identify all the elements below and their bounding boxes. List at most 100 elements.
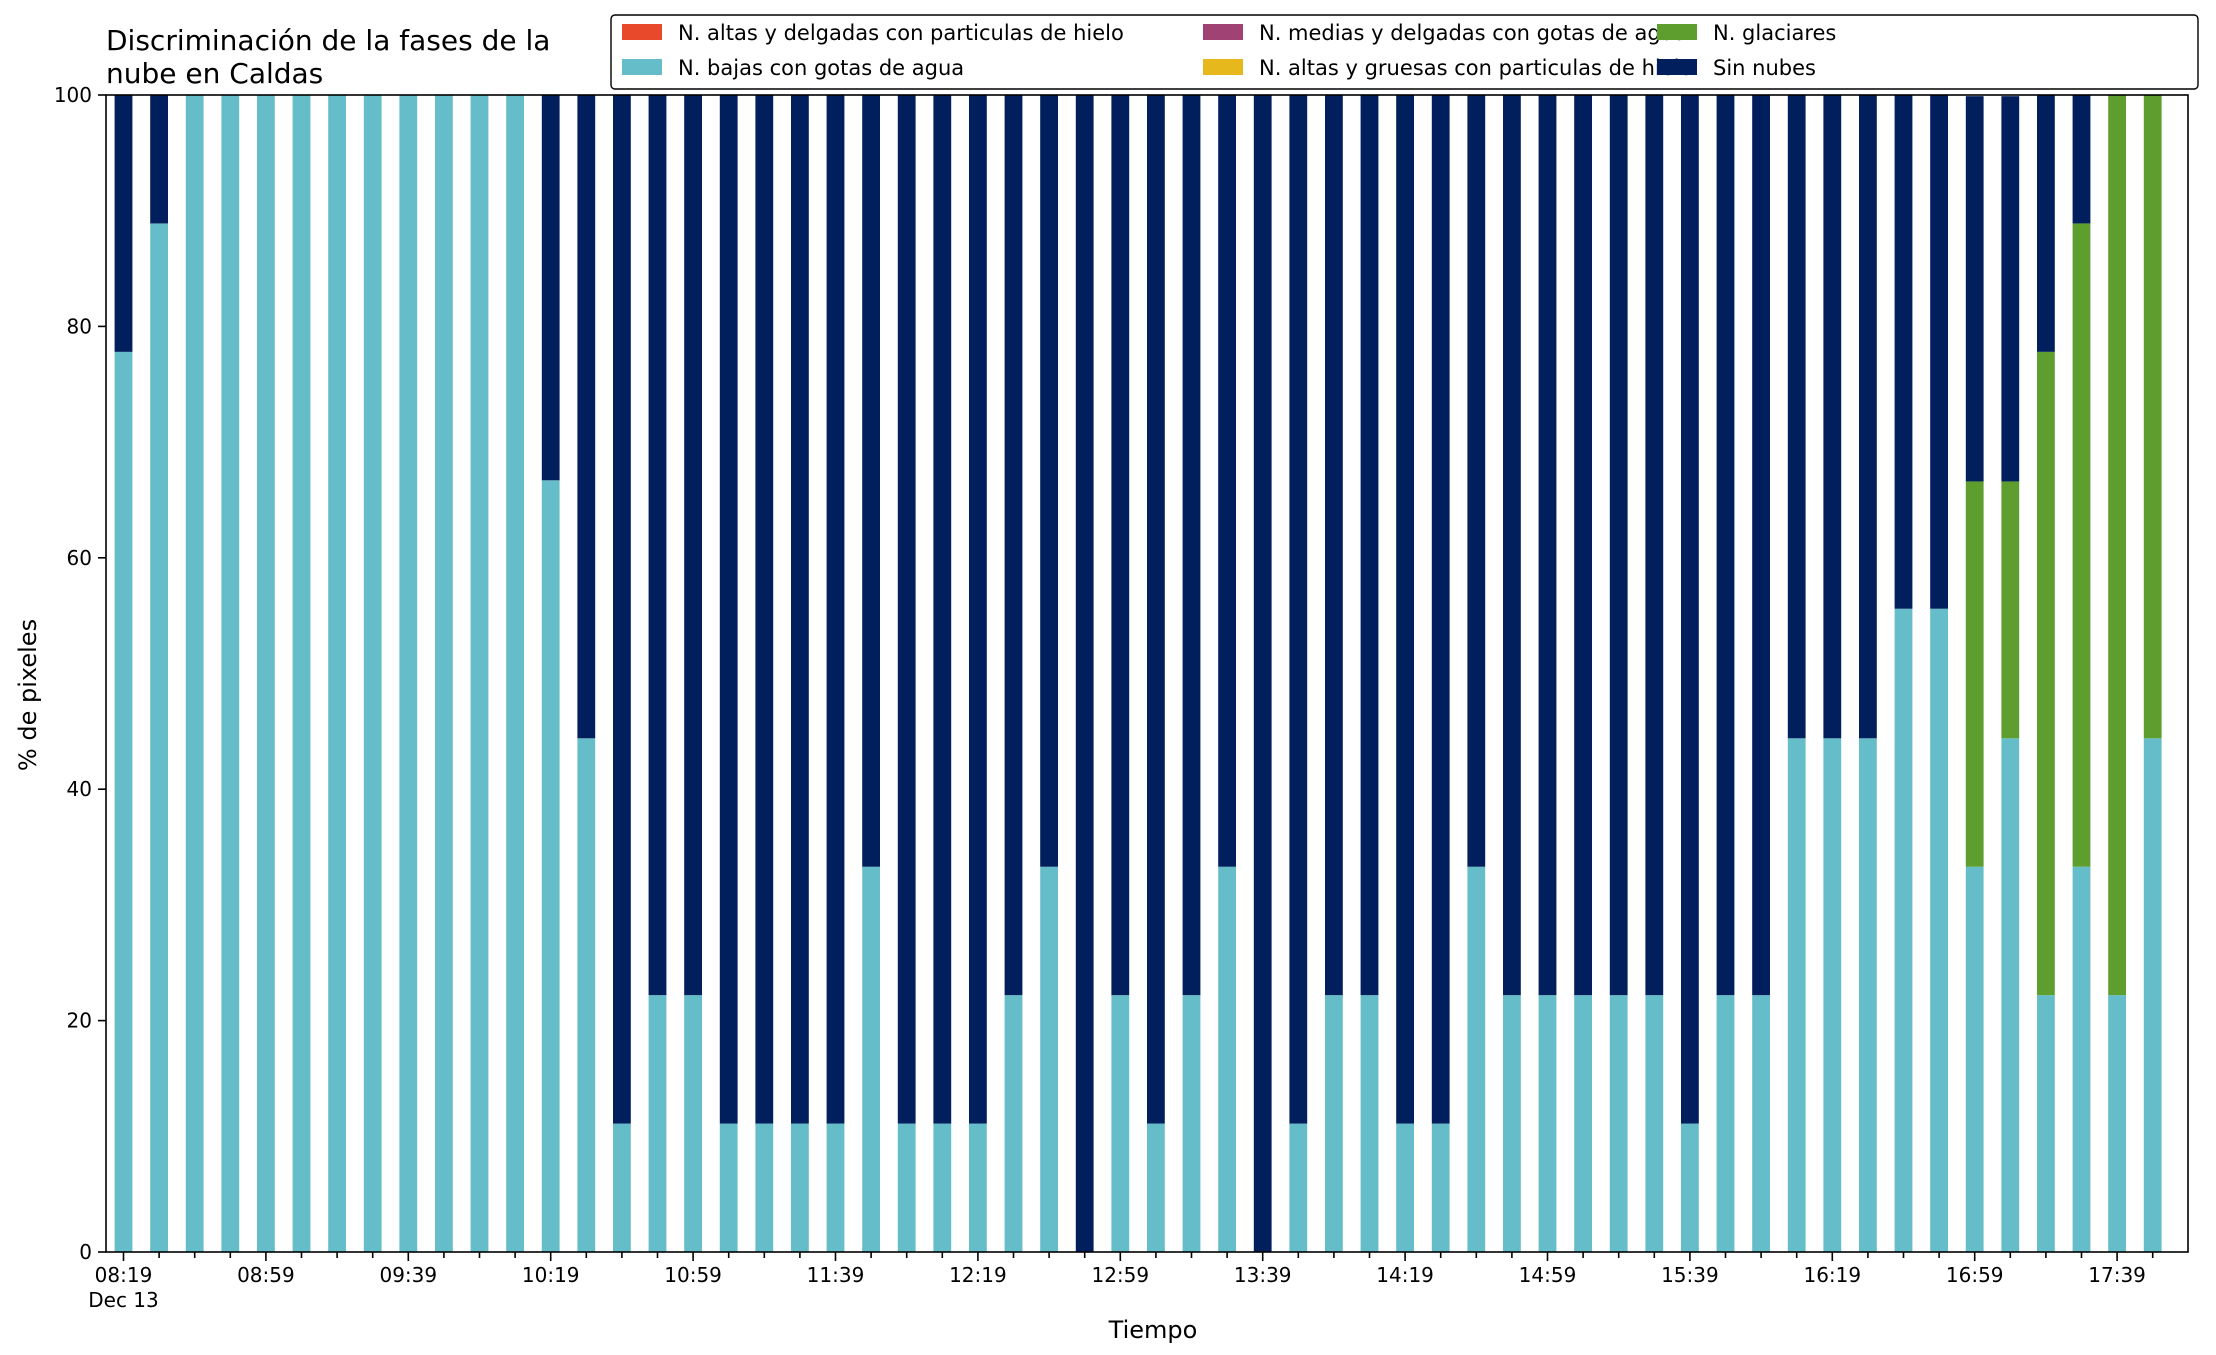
bar-segment	[1787, 738, 1806, 1252]
bar-segment	[1004, 95, 1023, 996]
y-tick-label: 20	[67, 1009, 92, 1033]
bar-segment	[684, 995, 702, 1252]
bar-segment	[1075, 95, 1094, 1252]
bar-segment	[399, 95, 418, 1252]
x-tick-label: 15:39	[1661, 1263, 1719, 1287]
bar-segment	[1325, 95, 1343, 996]
bar-segment	[1823, 738, 1842, 1252]
bar-segment	[969, 95, 987, 1124]
bar-segment	[257, 95, 275, 1252]
bar-segment	[541, 480, 560, 1252]
bar-segment	[328, 95, 346, 1252]
bar-segment	[2001, 481, 2020, 739]
x-tick-label: 10:19	[522, 1263, 580, 1287]
legend-box	[610, 14, 2199, 90]
bar-segment	[577, 738, 596, 1252]
bar-segment	[1930, 95, 1948, 609]
bar-segment	[1752, 95, 1770, 996]
bar-segment	[1360, 995, 1379, 1252]
bar-segment	[292, 95, 311, 1252]
bar-segment	[150, 95, 168, 224]
bar-segment	[1574, 95, 1592, 996]
bar-segment	[1859, 95, 1877, 739]
x-axis-label: Tiempo	[1108, 1316, 1198, 1344]
bar-segment	[114, 95, 133, 352]
legend-label: Sin nubes	[1713, 56, 1816, 80]
bar-segment	[221, 95, 240, 1252]
chart-title: Discriminación de la fases de la nube en…	[106, 24, 559, 90]
bar-segment	[1467, 95, 1486, 867]
bar-segment	[2143, 95, 2162, 739]
bar-segment	[2143, 738, 2162, 1252]
bar-segment	[648, 95, 667, 996]
legend-label: N. altas y gruesas con particulas de hie…	[1259, 56, 1692, 80]
bar-segment	[1218, 866, 1236, 1252]
bar-segment	[897, 95, 916, 1124]
plot-frame	[105, 94, 2189, 1253]
bar-segment	[1894, 608, 1913, 1252]
chart-title-line-2: nube en Caldas	[106, 57, 323, 90]
legend-label: N. glaciares	[1713, 21, 1836, 45]
bar-segment	[933, 95, 952, 1124]
y-tick-label: 80	[67, 314, 92, 338]
x-tick-label: 12:19	[949, 1263, 1007, 1287]
bar-segment	[648, 995, 667, 1252]
bar-segment	[862, 866, 880, 1252]
bar-segment	[719, 95, 738, 1124]
x-tick-label: 13:39	[1234, 1263, 1292, 1287]
bar-segment	[1218, 95, 1236, 867]
bar-segment	[2037, 351, 2055, 996]
bar-segment	[1111, 995, 1130, 1252]
bar-segment	[1503, 95, 1521, 996]
bar-segment	[755, 95, 774, 1124]
bar-segment	[1325, 995, 1343, 1252]
legend-swatch	[1203, 59, 1243, 75]
x-tick-label: 16:59	[1946, 1263, 2004, 1287]
x-tick-label: 12:59	[1091, 1263, 1149, 1287]
y-axis-label: % de pixeles	[14, 619, 42, 771]
bar-segment	[862, 95, 880, 867]
bar-segment	[1467, 866, 1486, 1252]
x-tick-label: 09:39	[379, 1263, 437, 1287]
bar-segment	[1289, 95, 1308, 1124]
bar-segment	[719, 1123, 738, 1252]
legend-label: N. bajas con gotas de agua	[678, 56, 964, 80]
bar-segment	[1787, 95, 1806, 739]
bar-segment	[1111, 95, 1130, 996]
bar-segment	[969, 1123, 987, 1252]
x-tick-label: 14:59	[1519, 1263, 1577, 1287]
bar-segment	[1182, 95, 1201, 996]
bar-segment	[1965, 866, 1984, 1252]
bar-segment	[1645, 995, 1664, 1252]
bar-segment	[1040, 866, 1058, 1252]
bar-segment	[1823, 95, 1842, 739]
bar-segment	[1004, 995, 1023, 1252]
bar-segment	[1182, 995, 1201, 1252]
x-tick-label: 16:19	[1803, 1263, 1861, 1287]
bar-segment	[114, 351, 133, 1253]
x-tick-label: 08:19	[95, 1263, 153, 1287]
bar-segment	[1503, 995, 1521, 1252]
bar-segment	[791, 95, 809, 1124]
bar-segment	[1538, 95, 1557, 996]
bar-segment	[1289, 1123, 1308, 1252]
bar-segment	[933, 1123, 952, 1252]
bar-segment	[1716, 995, 1735, 1252]
legend-label: N. medias y delgadas con gotas de agua	[1259, 21, 1687, 45]
x-tick-label: 11:39	[807, 1263, 865, 1287]
bar-segment	[2108, 995, 2126, 1252]
y-tick-label: 0	[79, 1240, 92, 1264]
legend-swatch	[1657, 24, 1697, 40]
bar-segment	[506, 95, 524, 1252]
bar-segment	[1147, 95, 1165, 1124]
legend: N. altas y delgadas con particulas de hi…	[610, 14, 2199, 90]
x-tick-sublabel: Dec 13	[88, 1288, 159, 1312]
x-tick-label: 08:59	[237, 1263, 295, 1287]
bar-segment	[577, 95, 596, 739]
bar-segment	[1930, 608, 1948, 1252]
chart-title-line-1: Discriminación de la fases de la	[106, 24, 550, 57]
bar-segment	[150, 223, 168, 1253]
bar-segment	[2037, 95, 2055, 352]
bar-segment	[1040, 95, 1058, 867]
